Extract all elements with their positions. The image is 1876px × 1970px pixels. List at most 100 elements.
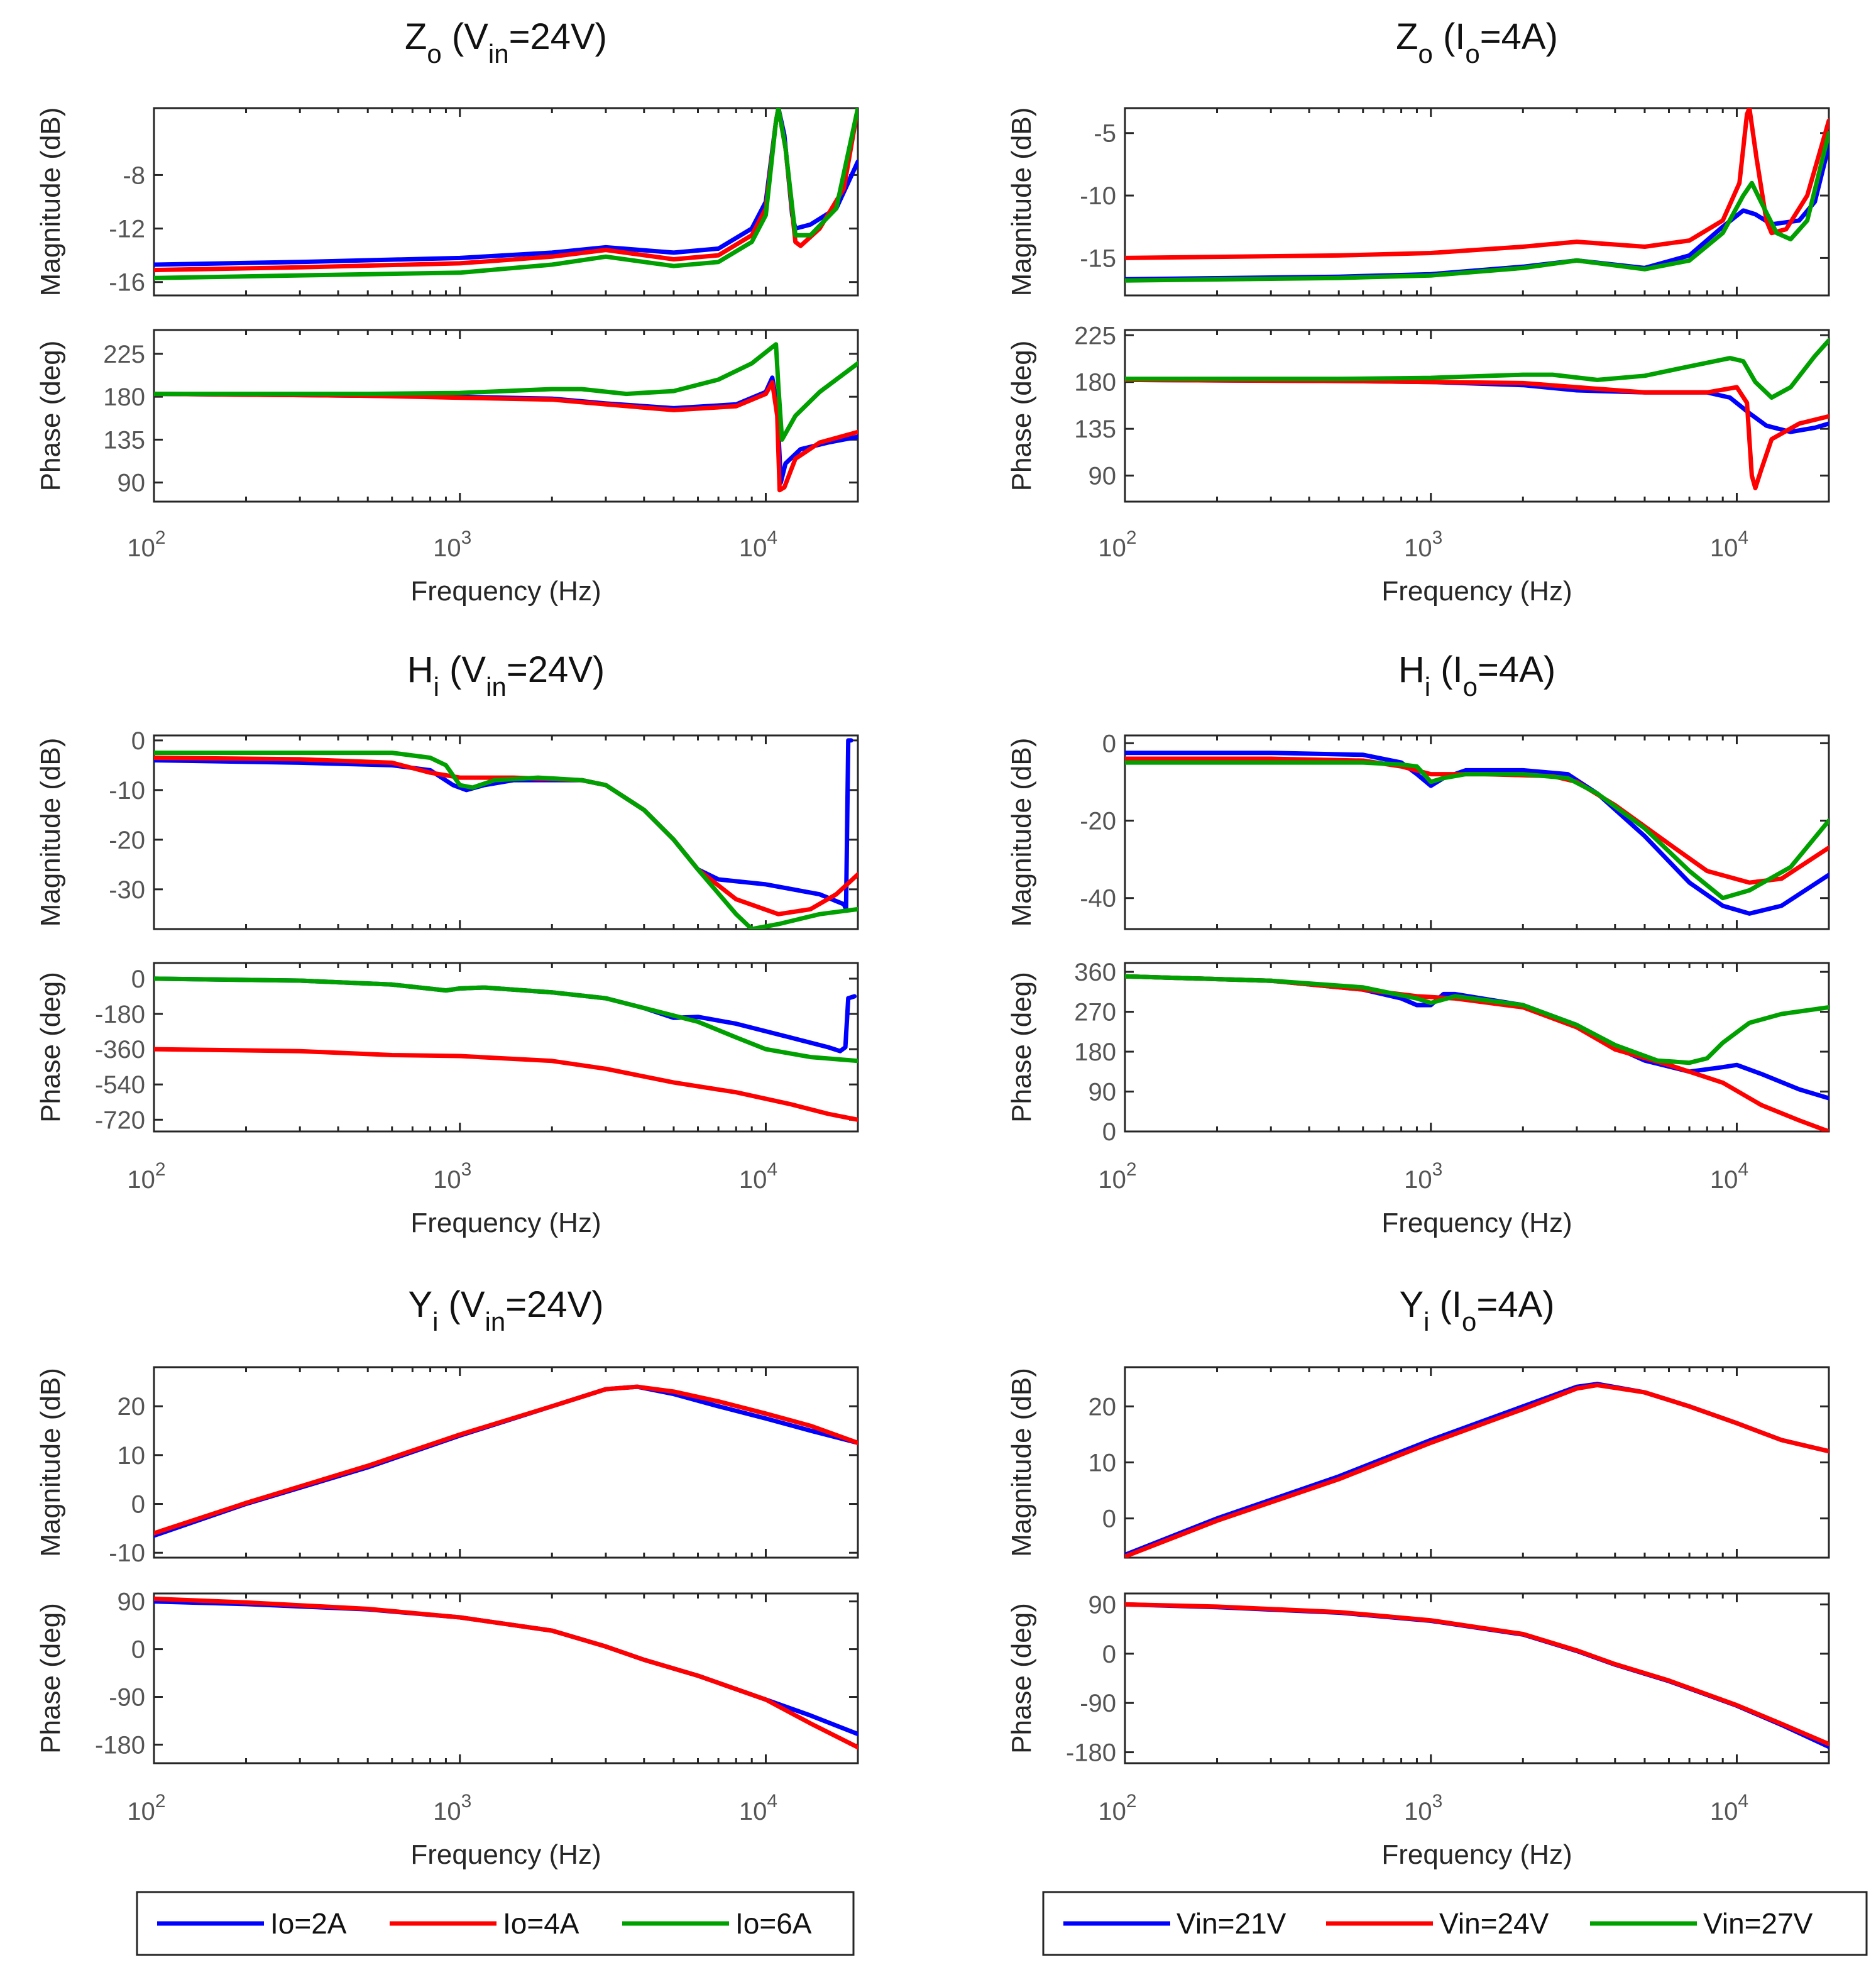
series-Io=6A	[154, 976, 858, 1064]
y-tick-label: 10	[1089, 1450, 1117, 1477]
y-tick-label: 0	[131, 1636, 145, 1664]
subplot-zo-io: Zo (Io=4A) -5 -10 -15 Magnitude (dB) 225 180 13…	[1006, 16, 1830, 607]
y-tick-label: -720	[95, 1106, 145, 1134]
series-Io=4A	[154, 1047, 858, 1122]
phase-axes: 225 180 135 90 Phase (deg)	[35, 329, 859, 503]
axes-frame	[153, 1366, 859, 1559]
subplot-title: Zo (Io=4A)	[1396, 16, 1558, 69]
series-Vin=24V	[1125, 377, 1829, 490]
x-axis-label: Frequency (Hz)	[1381, 576, 1572, 607]
x-tick-label: 103	[1404, 1791, 1442, 1825]
mag-axes: 0 -20 -40 Magnitude (dB)	[1006, 730, 1830, 930]
phase-ylabel: Phase (deg)	[1006, 1603, 1037, 1754]
y-tick-label: -90	[109, 1684, 145, 1712]
series-Io=4A	[154, 1596, 858, 1750]
series-Io=6A	[154, 751, 858, 929]
series-Vin=27V	[1125, 760, 1829, 901]
series-Vin=24V	[1125, 1383, 1829, 1558]
y-tick-label: 180	[1074, 369, 1116, 397]
y-tick-label: 10	[118, 1442, 146, 1470]
subplot-title: Yi (Vin=24V)	[408, 1284, 603, 1336]
x-tick-label: 102	[127, 1791, 165, 1825]
phase-ylabel: Phase (deg)	[1006, 972, 1037, 1123]
axes-frame	[1124, 1592, 1830, 1764]
y-tick-label: -12	[109, 216, 145, 243]
phase-ylabel: Phase (deg)	[35, 341, 66, 492]
y-tick-label: 90	[118, 1588, 146, 1616]
x-tick-label: 104	[1710, 1791, 1748, 1825]
subplot-title: Hi (Io=4A)	[1398, 649, 1555, 702]
phase-axes: 90 0 -90 -180 Phase (deg)	[35, 1588, 859, 1764]
series-Vin=21V	[1125, 751, 1829, 916]
y-tick-label: 180	[103, 383, 145, 411]
axes-frame	[1124, 962, 1830, 1133]
x-tick-label: 104	[739, 1159, 777, 1194]
y-tick-label: 90	[1089, 1591, 1117, 1619]
subplot-title: Yi (Io=4A)	[1399, 1284, 1554, 1336]
y-tick-label: 20	[118, 1393, 146, 1421]
y-tick-label: -10	[109, 777, 145, 805]
y-tick-label: -540	[95, 1071, 145, 1099]
subplot-yi-vin: Yi (Vin=24V) 20 10 0 -10 Magnitude (dB) 90 0 -90…	[35, 1284, 859, 1870]
subplot-hi-io: Hi (Io=4A) 0 -20 -40 Magnitude (dB) 360 270 180…	[1006, 649, 1830, 1238]
legend-left-label-2: Io=6A	[735, 1907, 812, 1940]
subplot-zo-vin: Zo (Vin=24V) -8 -12 -16 Magnitude (dB) 225 180…	[35, 16, 859, 607]
y-tick-label: -180	[95, 1001, 145, 1028]
axes-frame	[153, 329, 859, 503]
legend-left-label-1: Io=4A	[503, 1907, 579, 1940]
phase-ylabel: Phase (deg)	[35, 972, 66, 1123]
y-tick-label: 90	[1089, 463, 1117, 490]
y-tick-label: 135	[103, 426, 145, 454]
phase-ylabel: Phase (deg)	[35, 1603, 66, 1754]
legend-right-label-1: Vin=24V	[1439, 1907, 1549, 1940]
subplot-title: Zo (Vin=24V)	[405, 16, 607, 69]
x-axis-label: Frequency (Hz)	[1381, 1208, 1572, 1238]
y-tick-label: -180	[95, 1731, 145, 1759]
y-tick-label: 0	[1102, 1641, 1116, 1668]
x-tick-label: 103	[1404, 1159, 1442, 1194]
mag-axes: -5 -10 -15 Magnitude (dB)	[1006, 107, 1830, 297]
series-Io=4A	[154, 1384, 858, 1536]
series-Vin=27V	[1125, 338, 1829, 400]
y-tick-label: -10	[1080, 182, 1116, 210]
mag-axes: 20 10 0 Magnitude (dB)	[1006, 1366, 1830, 1559]
legend-left-label-0: Io=2A	[270, 1907, 347, 1940]
y-tick-label: -180	[1066, 1739, 1116, 1767]
phase-axes: 90 0 -90 -180 Phase (deg)	[1006, 1591, 1830, 1767]
y-tick-label: 270	[1074, 999, 1116, 1026]
y-tick-label: -360	[95, 1036, 145, 1064]
mag-ylabel: Magnitude (dB)	[1006, 738, 1037, 927]
mag-axes: 0 -10 -20 -30 Magnitude (dB)	[35, 727, 859, 930]
mag-ylabel: Magnitude (dB)	[35, 107, 66, 297]
x-tick-label: 104	[739, 527, 777, 562]
y-tick-label: -10	[109, 1539, 145, 1567]
mag-axes: 20 10 0 -10 Magnitude (dB)	[35, 1366, 859, 1567]
x-axis-label: Frequency (Hz)	[410, 576, 601, 607]
y-tick-label: 0	[1102, 730, 1116, 757]
x-axis-label: Frequency (Hz)	[410, 1208, 601, 1238]
x-tick-label: 103	[433, 1159, 471, 1194]
y-tick-label: 225	[1074, 322, 1116, 349]
mag-ylabel: Magnitude (dB)	[1006, 107, 1037, 297]
y-tick-label: 90	[1089, 1079, 1117, 1106]
y-tick-label: -90	[1080, 1690, 1116, 1717]
x-tick-label: 104	[1710, 1159, 1748, 1194]
mag-ylabel: Magnitude (dB)	[1006, 1368, 1037, 1557]
phase-axes: 360 270 180 90 0 Phase (deg)	[1006, 959, 1830, 1146]
x-tick-label: 103	[433, 1791, 471, 1825]
y-tick-label: -20	[109, 827, 145, 854]
x-axis-label: Frequency (Hz)	[410, 1839, 601, 1870]
subplot-title: Hi (Vin=24V)	[407, 649, 605, 702]
x-tick-label: 103	[1404, 527, 1442, 562]
axes-frame	[153, 734, 859, 930]
legend-right-label-0: Vin=21V	[1177, 1907, 1286, 1940]
phase-ylabel: Phase (deg)	[1006, 341, 1037, 492]
y-tick-label: 0	[131, 966, 145, 993]
y-tick-label: -15	[1080, 245, 1116, 272]
phase-axes: 0 -180 -360 -540 -720 Phase (deg)	[35, 962, 859, 1134]
y-tick-label: -16	[109, 269, 145, 297]
series-Io=6A	[154, 108, 858, 280]
mag-ylabel: Magnitude (dB)	[35, 1368, 66, 1557]
x-tick-label: 102	[127, 1159, 165, 1194]
series-Vin=27V	[1125, 131, 1829, 283]
